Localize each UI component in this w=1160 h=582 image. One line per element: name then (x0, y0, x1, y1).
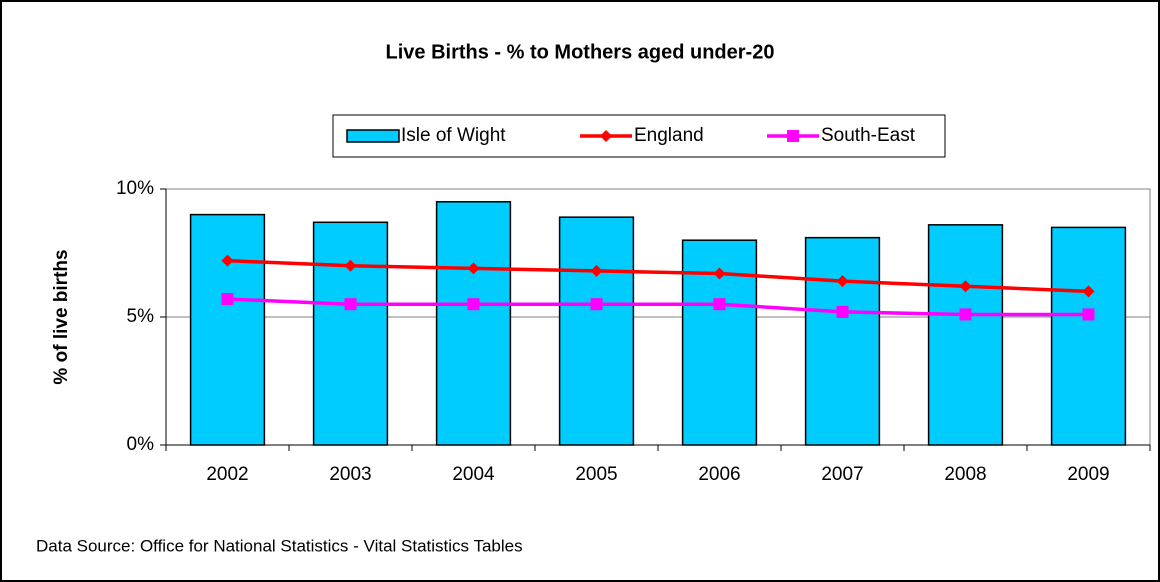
x-tick-label: 2005 (575, 464, 617, 485)
point (344, 298, 357, 311)
point (600, 130, 612, 142)
point (836, 275, 849, 288)
x-tick-label: 2009 (1067, 464, 1109, 485)
line (227, 297, 1089, 317)
legend-swatch (346, 129, 400, 143)
legend-label: England (634, 125, 704, 146)
point (713, 267, 726, 280)
x-tick-label: 2004 (452, 464, 495, 485)
point (344, 259, 357, 272)
point (1082, 308, 1095, 321)
point (713, 298, 726, 311)
point (467, 298, 480, 311)
x-tick-label: 2008 (944, 464, 986, 485)
bar (804, 236, 881, 446)
point (221, 254, 234, 267)
source-note: Data Source: Office for National Statist… (36, 536, 523, 555)
point (221, 293, 234, 306)
y-axis-label: % of live births (51, 249, 72, 384)
bar (189, 213, 266, 446)
point (467, 262, 480, 275)
chart-title: Live Births - % to Mothers aged under-20 (386, 41, 775, 63)
bar (435, 201, 512, 446)
legend-label: South-East (821, 125, 916, 146)
point (590, 298, 603, 311)
y-tick-label: 10% (116, 178, 154, 199)
point (590, 264, 603, 277)
x-tick-label: 2002 (206, 464, 248, 485)
bar (558, 216, 635, 446)
point (787, 130, 799, 142)
legend-box (332, 114, 946, 158)
bar (312, 221, 389, 446)
point (836, 305, 849, 318)
x-tick-label: 2003 (329, 464, 371, 485)
legend-label: Isle of Wight (401, 125, 506, 146)
y-tick-label: 0% (127, 434, 155, 455)
x-tick-label: 2006 (698, 464, 740, 485)
point (1082, 285, 1095, 298)
y-tick-label: 5% (127, 306, 155, 327)
line (227, 258, 1089, 294)
point (959, 308, 972, 321)
x-tick-label: 2007 (821, 464, 863, 485)
bar (1050, 226, 1127, 446)
point (959, 280, 972, 293)
bar (927, 224, 1004, 446)
